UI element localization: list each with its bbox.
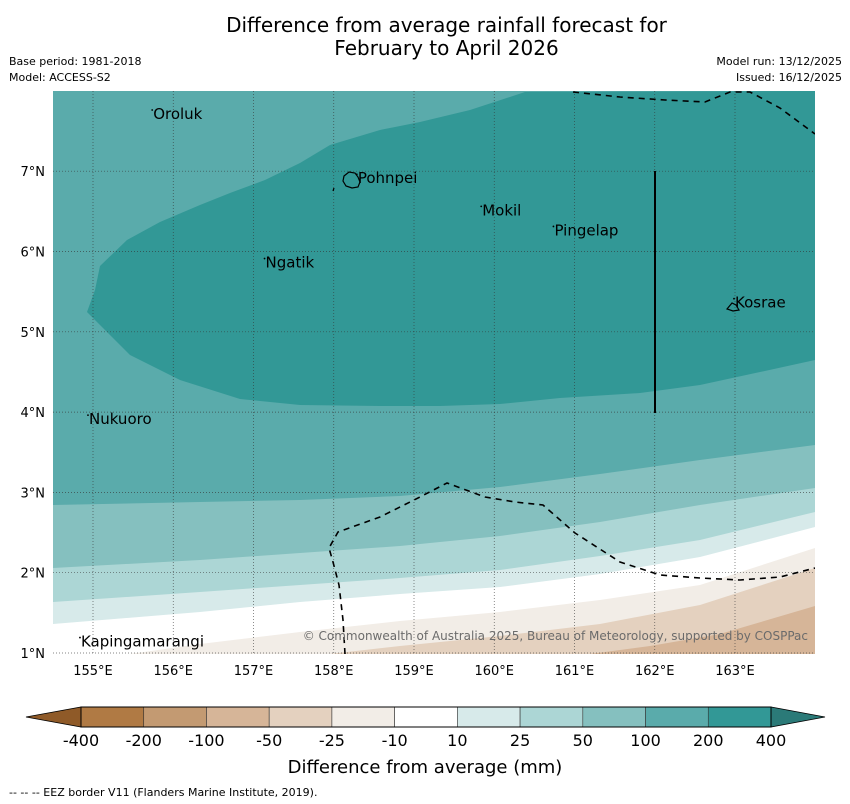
axis-labels: 155°E 156°E 157°E 158°E 159°E 160°E 161°E 162°E… <box>21 165 755 679</box>
place-marker <box>733 297 735 300</box>
lat-tick-label: 4°N <box>21 406 46 421</box>
colorbar-segment <box>707 706 772 728</box>
pohnpei-island-outline <box>342 171 361 189</box>
place-marker <box>552 225 555 228</box>
issued-text: Issued: 16/12/2025 <box>735 71 842 84</box>
place-label-nukuoro: Nukuoro <box>89 410 152 428</box>
colorbar-segment <box>80 706 145 728</box>
place-marker <box>87 414 89 417</box>
colorbar-segment <box>268 706 333 728</box>
colorbar-tick-label: 25 <box>510 731 530 750</box>
colorbar-segment <box>645 706 709 728</box>
eez-footnote: -- -- -- EEZ border V11 (Flanders Marine… <box>9 786 318 799</box>
map-title: Difference from average rainfall forecas… <box>0 14 850 60</box>
colorbar-extend-low <box>25 706 82 728</box>
colorbar-segment <box>394 706 458 728</box>
eez-border-south <box>328 482 815 654</box>
lon-tick-label: 155°E <box>73 664 113 679</box>
band-minus50-minus25 <box>330 568 815 654</box>
lon-tick-label: 159°E <box>394 664 434 679</box>
place-marker <box>355 173 358 176</box>
kosrae-island-outline <box>725 302 740 312</box>
colorbar-segment <box>331 706 395 728</box>
colorbar-extend-high <box>770 706 826 728</box>
lon-tick-label: 162°E <box>635 664 675 679</box>
place-marker <box>480 205 483 208</box>
lon-tick-label: 161°E <box>555 664 595 679</box>
model-text: Model: ACCESS-S2 <box>9 71 111 84</box>
copyright-text: © Commonwealth of Australia 2025, Bureau… <box>303 629 808 643</box>
colorbar-tick-label: 200 <box>693 731 724 750</box>
title-line-1: Difference from average rainfall forecas… <box>226 13 667 37</box>
lon-tick-label: 156°E <box>153 664 193 679</box>
lat-tick-label: 7°N <box>21 165 46 180</box>
meta-left: Base period: 1981-2018 Model: ACCESS-S2 <box>9 54 141 86</box>
place-labels: Oroluk Pohnpei Mokil Pingelap Ngatik Kosrae Nu… <box>79 105 786 651</box>
ant-atoll-mark <box>332 187 335 192</box>
base-period-text: Base period: 1981-2018 <box>9 55 142 68</box>
map-area: Oroluk Pohnpei Mokil Pingelap Ngatik Kosrae Nu… <box>53 91 815 654</box>
colorbar-segment <box>457 706 521 728</box>
colorbar-segment <box>206 706 270 728</box>
colorbar-tick-label: -100 <box>188 731 224 750</box>
lon-tick-label: 163°E <box>715 664 755 679</box>
place-marker <box>263 257 266 260</box>
eez-border-north <box>572 91 815 135</box>
place-label-ngatik: Ngatik <box>266 254 315 272</box>
place-marker <box>151 109 154 111</box>
colorbar-tick-label: -25 <box>319 731 345 750</box>
lat-tick-label: 3°N <box>21 486 46 501</box>
colorbar-tick-label: -50 <box>256 731 282 750</box>
colorbar-segment <box>143 706 207 728</box>
band-minus100-minus50 <box>590 606 815 654</box>
lat-tick-label: 5°N <box>21 326 46 341</box>
band-200-400 <box>87 91 815 406</box>
colorbar-tick-label: -400 <box>63 731 99 750</box>
colorbar-tick-label: -10 <box>382 731 408 750</box>
colorbar-segment <box>519 706 584 728</box>
colorbar-tick-label: 100 <box>630 731 661 750</box>
meta-right: Model run: 13/12/2025 Issued: 16/12/2025 <box>716 54 842 86</box>
place-label-pohnpei: Pohnpei <box>358 169 418 187</box>
lon-tick-label: 158°E <box>314 664 354 679</box>
place-label-mokil: Mokil <box>482 201 521 219</box>
colorbar-title: Difference from average (mm) <box>288 757 563 778</box>
colorbar-frame <box>80 706 772 728</box>
lon-tick-label: 157°E <box>234 664 274 679</box>
model-run-text: Model run: 13/12/2025 <box>716 55 842 68</box>
place-label-kosrae: Kosrae <box>735 294 786 312</box>
colorbar-segment <box>582 706 646 728</box>
lat-tick-label: 6°N <box>21 246 46 261</box>
lat-tick-label: 2°N <box>21 567 46 582</box>
place-label-pingelap: Pingelap <box>554 221 618 239</box>
colorbar-tick-label: 400 <box>756 731 787 750</box>
lat-tick-label: 1°N <box>21 647 46 662</box>
colorbar-tick-label: -200 <box>126 731 162 750</box>
lon-tick-label: 160°E <box>474 664 514 679</box>
place-marker <box>79 636 81 639</box>
colorbar-tick-label: 50 <box>573 731 593 750</box>
graticule <box>53 91 815 654</box>
title-line-2: February to April 2026 <box>334 36 559 60</box>
place-label-oroluk: Oroluk <box>153 105 202 123</box>
colorbar-tick-label: 10 <box>447 731 467 750</box>
colorbar: -400 -200 -100 -50 -25 -10 10 25 50 100 200 400 <box>25 706 826 750</box>
place-label-kapingamarangi: Kapingamarangi <box>81 633 204 651</box>
